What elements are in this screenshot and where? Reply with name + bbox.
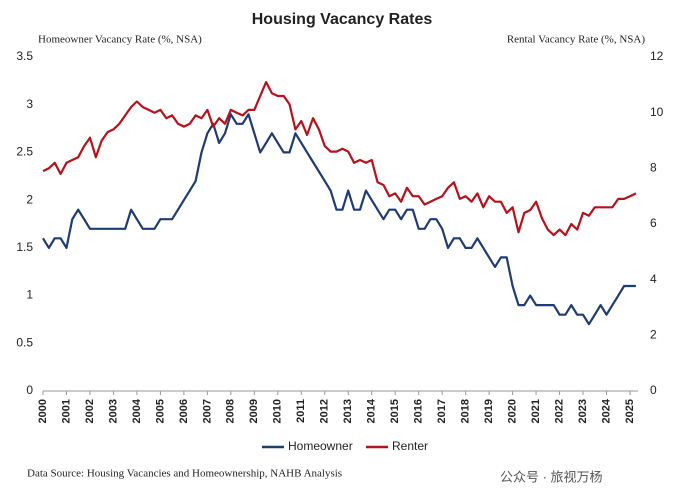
y2-tick-label: 6 <box>650 216 657 230</box>
x-tick-label: 2025 <box>624 399 636 423</box>
x-tick-label: 2022 <box>553 399 565 423</box>
x-tick-label: 2020 <box>507 399 519 423</box>
watermark: 公众号 · 旅视万杨 <box>500 469 603 484</box>
x-tick-label: 2018 <box>460 399 472 423</box>
y2-tick-label: 2 <box>650 328 657 342</box>
x-tick-label: 2019 <box>483 399 495 423</box>
x-tick-label: 2021 <box>530 399 542 423</box>
y-tick-label: 0 <box>26 383 33 397</box>
x-tick-label: 2023 <box>577 399 589 423</box>
legend-label: Renter <box>392 439 428 453</box>
x-tick-label: 2016 <box>413 399 425 423</box>
source-note: Data Source: Housing Vacancies and Homeo… <box>27 468 342 480</box>
y-tick-label: 3.5 <box>16 49 33 63</box>
x-tick-label: 2013 <box>342 399 354 423</box>
x-tick-label: 2008 <box>225 399 237 423</box>
y-tick-label: 2 <box>26 192 33 206</box>
x-tick-label: 2011 <box>295 399 307 423</box>
y2-tick-label: 0 <box>650 383 657 397</box>
y-tick-label: 0.5 <box>16 335 33 349</box>
legend-label: Homeowner <box>288 439 353 453</box>
x-tick-label: 2006 <box>178 399 190 423</box>
y-axis-label: Homeowner Vacancy Rate (%, NSA) <box>38 34 202 46</box>
y2-tick-label: 8 <box>650 161 657 175</box>
y-tick-label: 1.5 <box>16 240 33 254</box>
x-tick-label: 2000 <box>37 399 49 423</box>
y2-tick-label: 12 <box>650 49 664 63</box>
y-tick-label: 2.5 <box>16 145 33 159</box>
series-line <box>42 81 637 237</box>
x-tick-label: 2012 <box>319 399 331 423</box>
x-tick-label: 2010 <box>272 399 284 423</box>
x-tick-label: 2015 <box>389 399 401 423</box>
y-tick-label: 3 <box>26 97 33 111</box>
x-tick-label: 2014 <box>366 398 378 423</box>
y2-tick-label: 10 <box>650 105 664 119</box>
x-tick-label: 2003 <box>107 399 119 423</box>
y2-axis-label: Rental Vacancy Rate (%, NSA) <box>507 34 646 46</box>
x-tick-label: 2005 <box>154 399 166 423</box>
y2-tick-label: 4 <box>650 272 657 286</box>
x-tick-label: 2004 <box>131 398 143 423</box>
y-tick-label: 1 <box>26 288 33 302</box>
x-tick-label: 2007 <box>201 399 213 423</box>
x-tick-label: 2002 <box>84 399 96 423</box>
x-tick-label: 2024 <box>600 398 612 423</box>
x-tick-label: 2009 <box>248 399 260 423</box>
chart-title: Housing Vacancy Rates <box>252 11 433 28</box>
x-tick-label: 2017 <box>436 399 448 423</box>
series-line <box>42 113 636 326</box>
x-tick-label: 2001 <box>60 399 72 423</box>
